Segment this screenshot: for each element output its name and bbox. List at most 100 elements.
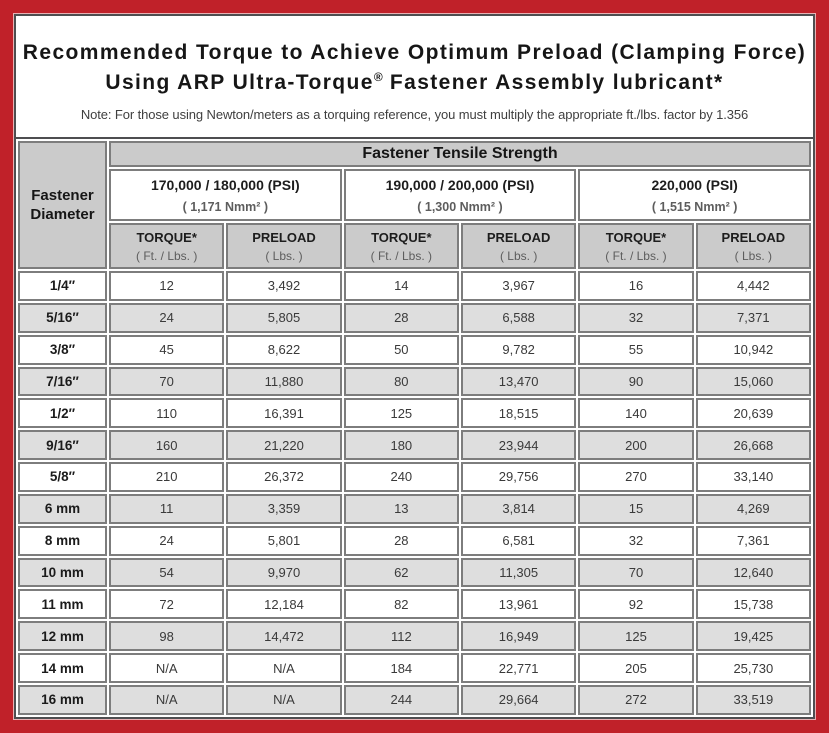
table-row: 9/16″ 160 21,220 180 23,944 200 26,668 [18,430,811,461]
nmm-rating-1: ( 1,171 Nmm² ) [182,199,269,214]
value-cell: 125 [343,398,459,429]
column-unit: ( Lbs. ) [499,248,538,263]
value-cell: 14 [343,271,459,301]
column-unit: ( Lbs. ) [265,248,303,263]
diameter-cell: 1/4″ [18,271,107,301]
column-unit: ( Ft. / Lbs. ) [605,248,667,263]
value-cell: 13,961 [460,589,577,620]
value-cell: 6,588 [460,302,577,333]
value-cell: 24 [109,525,225,556]
value-cell: 10,942 [695,334,811,365]
value-cell: 70 [578,557,694,588]
column-label: PRELOAD [486,229,551,245]
title-section: Recommended Torque to Achieve Optimum Pr… [16,16,813,139]
column-unit: ( Lbs. ) [734,248,772,263]
value-cell: 12,184 [226,589,342,620]
value-cell: 205 [578,653,694,683]
value-cell: 3,492 [226,271,342,301]
preload-column-header-1: PRELOAD ( Lbs. ) [226,223,342,269]
table-row: 6 mm 11 3,359 13 3,814 15 4,269 [18,493,811,524]
registered-trademark-mark: ® [373,69,383,84]
value-cell: 24 [109,302,225,333]
diameter-cell: 12 mm [18,621,107,652]
table-row: 1/4″ 12 3,492 14 3,967 16 4,442 [18,271,811,301]
value-cell: 62 [343,557,459,588]
table-row: 8 mm 24 5,801 28 6,581 32 7,361 [18,525,811,556]
value-cell: 80 [343,366,459,397]
value-cell: 3,814 [460,493,577,524]
value-cell: 125 [578,621,694,652]
psi-group-3: 220,000 (PSI) ( 1,515 Nmm² ) [578,169,811,221]
table-body: 1/4″ 12 3,492 14 3,967 16 4,442 5/16″ 24 5,805 28 6… [18,271,811,715]
value-cell: 90 [578,366,694,397]
fastener-diameter-header: Fastener Diameter [18,141,107,269]
value-cell: 6,581 [460,525,577,556]
table-header: Fastener Diameter Fastener Tensile Stren… [18,141,811,269]
value-cell: 5,801 [226,525,342,556]
value-cell: 4,269 [695,493,811,524]
note-text: Note: For those using Newton/meters as a… [80,106,749,122]
value-cell: 19,425 [695,621,811,652]
table-row: 16 mm N/A N/A 244 29,664 272 33,519 [18,684,811,715]
value-cell: 13 [343,493,459,524]
column-label: TORQUE* [136,229,197,245]
diameter-cell: 8 mm [18,525,107,556]
value-cell: 272 [578,684,694,715]
table-row: 11 mm 72 12,184 82 13,961 92 15,738 [18,589,811,620]
value-cell: 28 [343,525,459,556]
torque-column-header-1: TORQUE* ( Ft. / Lbs. ) [109,223,225,269]
value-cell: 15,060 [695,366,811,397]
value-cell: N/A [226,684,342,715]
table-row: 5/16″ 24 5,805 28 6,588 32 7,371 [18,302,811,333]
diameter-cell: 9/16″ [18,430,107,461]
value-cell: 210 [109,462,225,492]
diameter-cell: 1/2″ [18,398,107,429]
value-cell: 50 [343,334,459,365]
value-cell: 55 [578,334,694,365]
page-title: Recommended Torque to Achieve Optimum Pr… [23,38,806,98]
value-cell: N/A [109,653,225,683]
value-cell: 110 [109,398,225,429]
value-cell: 72 [109,589,225,620]
value-cell: 29,756 [460,462,577,492]
value-cell: 98 [109,621,225,652]
value-cell: 240 [343,462,459,492]
value-cell: 5,805 [226,302,342,333]
value-cell: 9,970 [226,557,342,588]
diameter-cell: 3/8″ [18,334,107,365]
value-cell: 160 [109,430,225,461]
value-cell: 15,738 [695,589,811,620]
value-cell: 140 [578,398,694,429]
value-cell: 21,220 [226,430,342,461]
value-cell: 11,305 [460,557,577,588]
table-row: 5/8″ 210 26,372 240 29,756 270 33,140 [18,462,811,492]
psi-rating-1: 170,000 / 180,000 (PSI) [150,176,300,193]
value-cell: 12,640 [695,557,811,588]
diameter-cell: 16 mm [18,684,107,715]
value-cell: 8,622 [226,334,342,365]
value-cell: 3,967 [460,271,577,301]
psi-rating-3: 220,000 (PSI) [651,176,738,193]
column-label: PRELOAD [721,229,786,245]
value-cell: 13,470 [460,366,577,397]
column-label: PRELOAD [252,229,316,245]
table-row: 14 mm N/A N/A 184 22,771 205 25,730 [18,653,811,683]
value-cell: 184 [343,653,459,683]
table-row: 7/16″ 70 11,880 80 13,470 90 15,060 [18,366,811,397]
value-cell: 26,372 [226,462,342,492]
value-cell: 26,668 [695,430,811,461]
value-cell: 7,371 [695,302,811,333]
value-cell: 7,361 [695,525,811,556]
value-cell: 200 [578,430,694,461]
value-cell: 33,519 [695,684,811,715]
value-cell: 33,140 [695,462,811,492]
diameter-cell: 5/16″ [18,302,107,333]
table-row: 10 mm 54 9,970 62 11,305 70 12,640 [18,557,811,588]
title-line2: Using ARP Ultra-Torque® Fastener Assembl… [23,68,806,98]
value-cell: N/A [226,653,342,683]
value-cell: 270 [578,462,694,492]
value-cell: 16,391 [226,398,342,429]
preload-column-header-3: PRELOAD ( Lbs. ) [695,223,811,269]
column-unit: ( Ft. / Lbs. ) [370,248,432,263]
